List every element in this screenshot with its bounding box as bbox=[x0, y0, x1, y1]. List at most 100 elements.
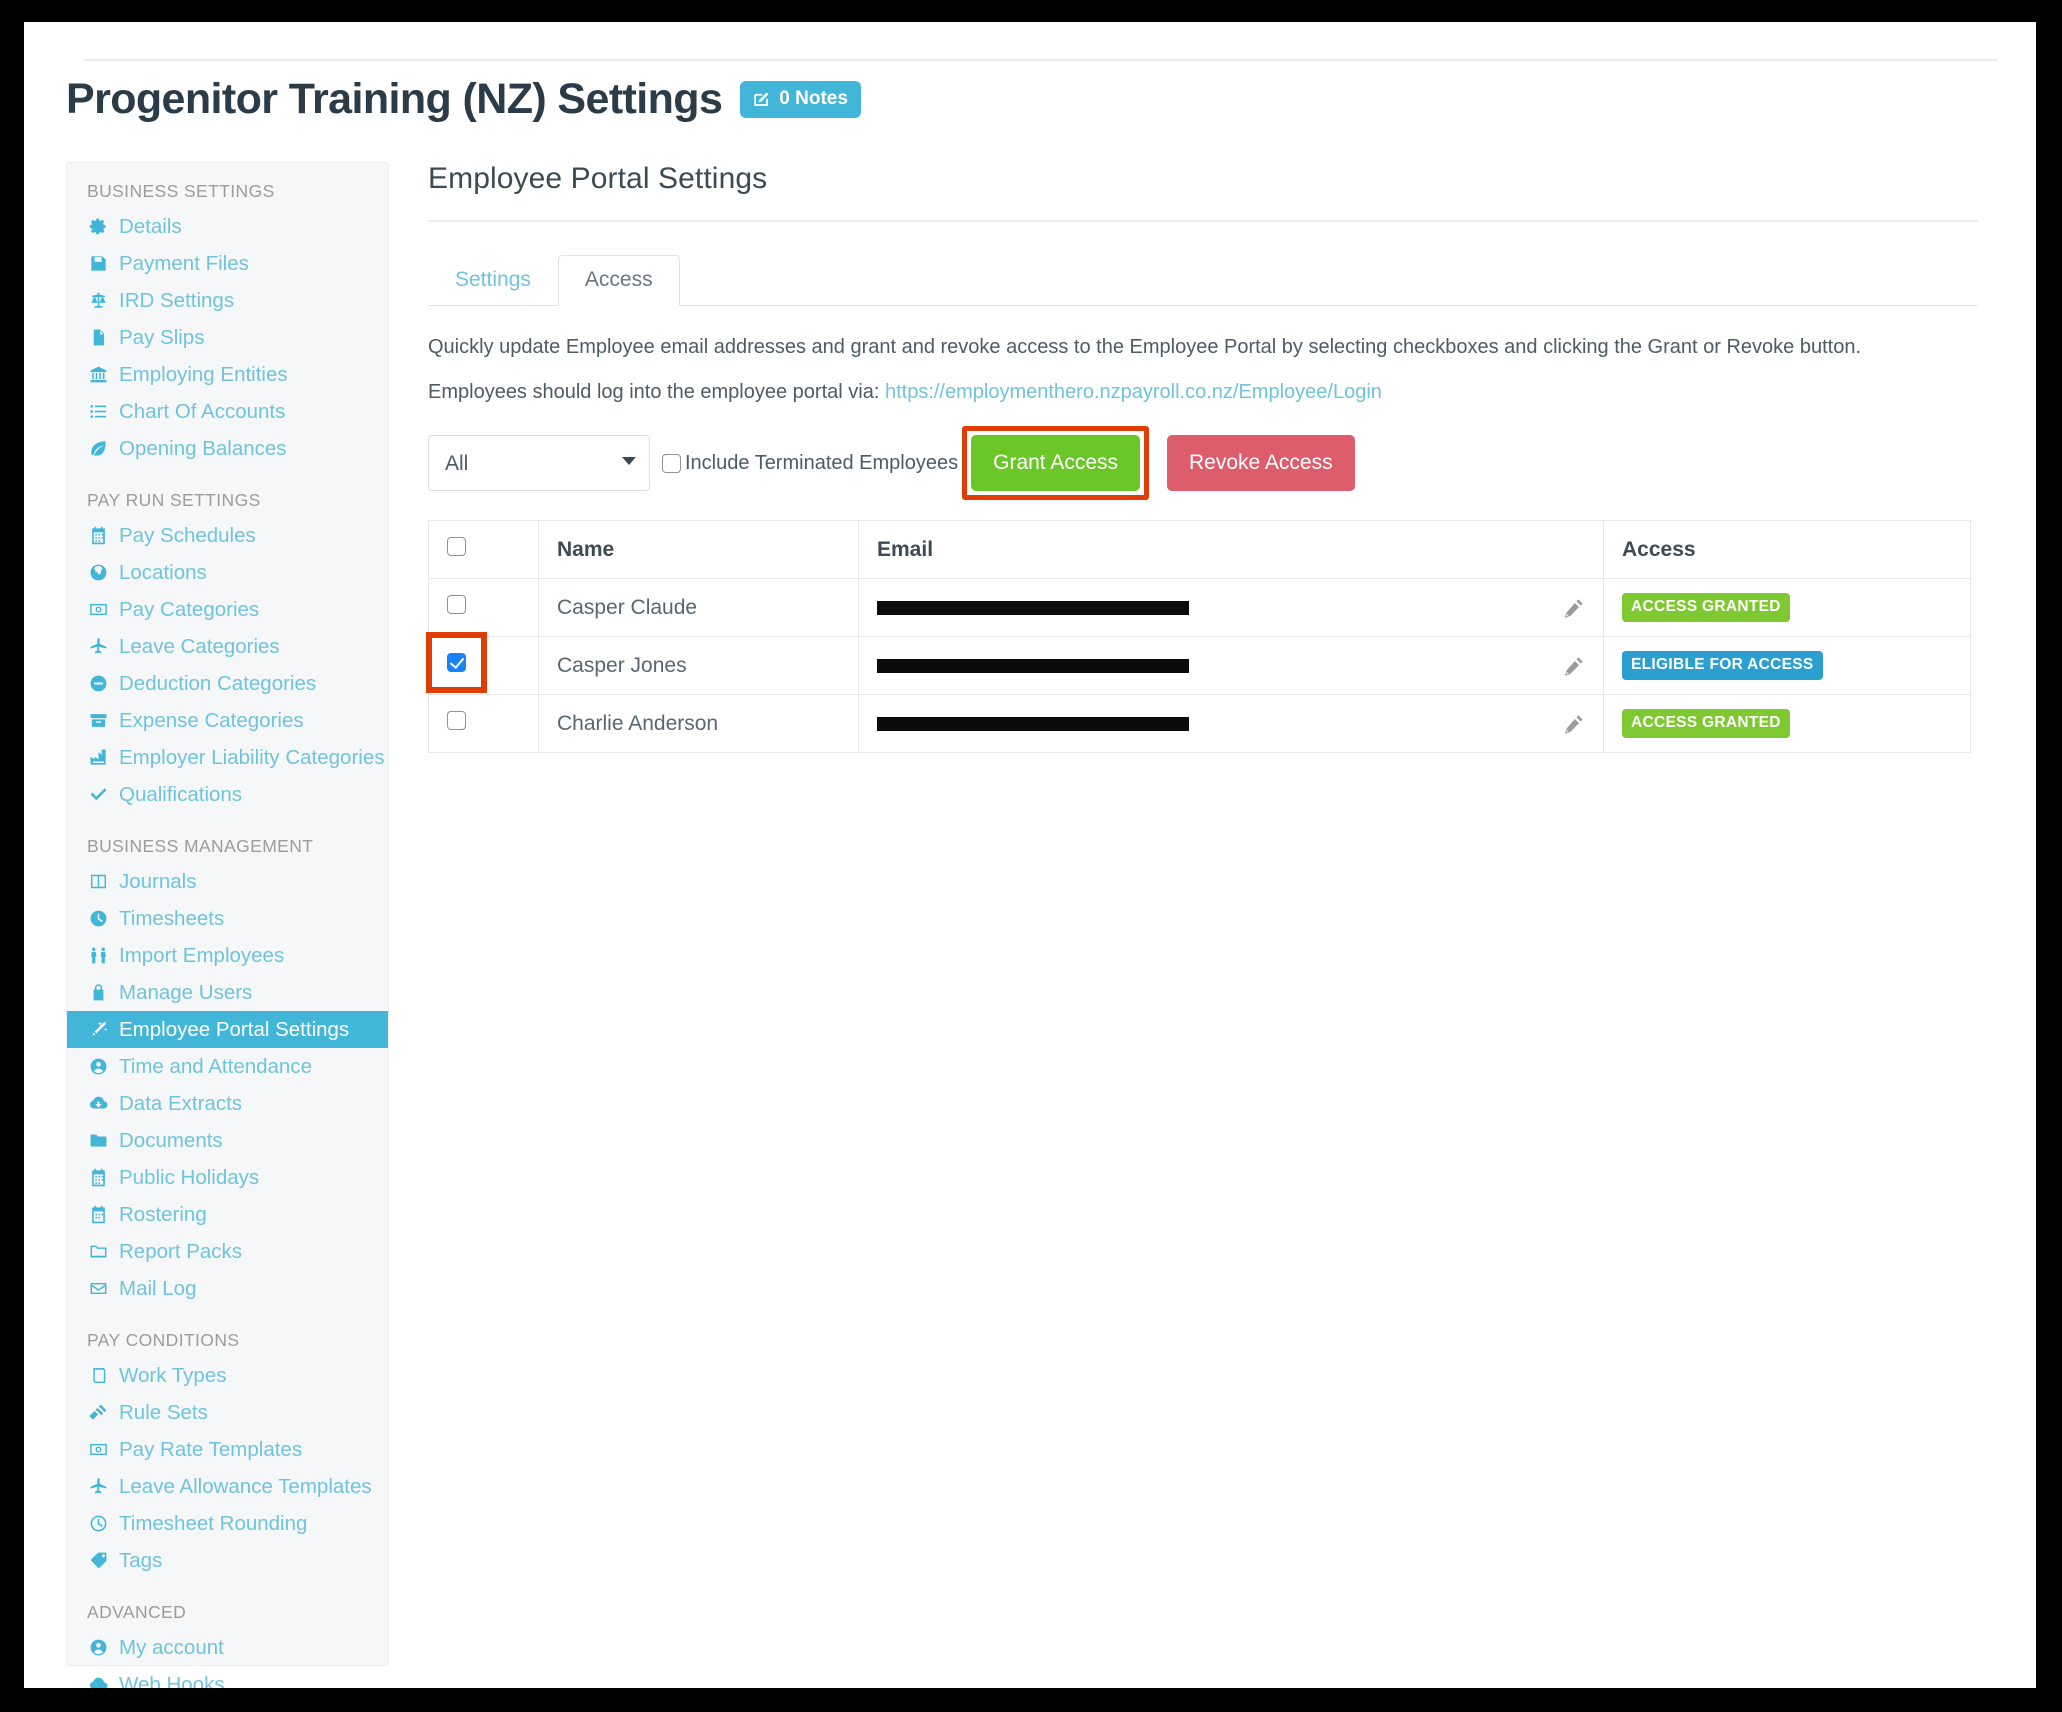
row-select-checkbox[interactable] bbox=[447, 595, 466, 614]
cloud-download-icon bbox=[87, 1094, 109, 1113]
sidebar-item-label: Deduction Categories bbox=[119, 671, 317, 695]
include-terminated-checkbox[interactable] bbox=[662, 453, 681, 473]
sidebar-item-documents[interactable]: Documents bbox=[67, 1122, 388, 1159]
access-status-cell: ACCESS GRANTED bbox=[1603, 578, 1971, 637]
employee-filter-select[interactable]: All bbox=[428, 435, 650, 491]
sidebar-item-label: Pay Rate Templates bbox=[119, 1437, 303, 1461]
sidebar-item-journals[interactable]: Journals bbox=[67, 863, 388, 900]
grant-access-highlight: Grant Access bbox=[962, 426, 1150, 500]
sidebar: BUSINESS SETTINGS Details Payment Files IRD… bbox=[66, 162, 389, 1688]
book-icon bbox=[87, 1366, 109, 1385]
sidebar-item-expense-categories[interactable]: Expense Categories bbox=[67, 702, 388, 739]
sidebar-group-title: PAY CONDITIONS bbox=[87, 1330, 240, 1350]
pencil-icon[interactable] bbox=[1563, 597, 1585, 619]
sidebar-item-deduction-categories[interactable]: Deduction Categories bbox=[67, 665, 388, 702]
minus-circle-icon bbox=[87, 674, 109, 693]
sidebar-item-time-and-attendance[interactable]: Time and Attendance bbox=[67, 1048, 388, 1085]
sidebar-item-pay-categories[interactable]: Pay Categories bbox=[67, 591, 388, 628]
sidebar-item-details[interactable]: Details bbox=[67, 208, 388, 245]
notes-badge[interactable]: 0 Notes bbox=[740, 81, 861, 118]
sidebar-item-label: Import Employees bbox=[119, 943, 285, 967]
sidebar-item-manage-users[interactable]: Manage Users bbox=[67, 974, 388, 1011]
sidebar-item-report-packs[interactable]: Report Packs bbox=[67, 1233, 388, 1270]
sidebar-group-spacer bbox=[67, 813, 388, 826]
sidebar-item-label: Qualifications bbox=[119, 782, 243, 806]
floppy-save-icon bbox=[87, 254, 109, 273]
sidebar-item-label: Manage Users bbox=[119, 980, 253, 1004]
folder-outline-icon bbox=[87, 1242, 109, 1261]
check-icon bbox=[87, 785, 109, 804]
sidebar-item-label: Web Hooks bbox=[119, 1672, 225, 1689]
columns-icon bbox=[87, 872, 109, 891]
header-divider bbox=[84, 59, 1997, 61]
sidebar-item-pay-schedules[interactable]: Pay Schedules bbox=[67, 517, 388, 554]
sidebar-item-label: Public Holidays bbox=[119, 1165, 260, 1189]
sidebar-item-employing-entities[interactable]: Employing Entities bbox=[67, 356, 388, 393]
sidebar-item-data-extracts[interactable]: Data Extracts bbox=[67, 1085, 388, 1122]
sidebar-item-label: Leave Allowance Templates bbox=[119, 1474, 372, 1498]
page-header: Progenitor Training (NZ) Settings 0 Note… bbox=[66, 78, 861, 121]
sidebar-item-qualifications[interactable]: Qualifications bbox=[67, 776, 388, 813]
sidebar-item-payment-files[interactable]: Payment Files bbox=[67, 245, 388, 282]
include-terminated-label[interactable]: Include Terminated Employees bbox=[662, 452, 958, 475]
sidebar-item-chart-of-accounts[interactable]: Chart Of Accounts bbox=[67, 393, 388, 430]
grant-access-button[interactable]: Grant Access bbox=[971, 435, 1141, 491]
sidebar-item-public-holidays[interactable]: Public Holidays bbox=[67, 1159, 388, 1196]
magic-wand-icon bbox=[87, 1020, 109, 1039]
sidebar-item-label: Locations bbox=[119, 560, 207, 584]
sidebar-item-web-hooks[interactable]: Web Hooks bbox=[67, 1666, 388, 1688]
portal-login-link[interactable]: https://employmenthero.nzpayroll.co.nz/E… bbox=[884, 381, 1382, 403]
sidebar-item-label: Journals bbox=[119, 869, 197, 893]
access-status-cell: ELIGIBLE FOR ACCESS bbox=[1603, 636, 1971, 695]
sidebar-item-label: Documents bbox=[119, 1128, 223, 1152]
sidebar-group-title: BUSINESS MANAGEMENT bbox=[87, 836, 314, 856]
sidebar-item-label: Pay Slips bbox=[119, 325, 205, 349]
sidebar-item-timesheet-rounding[interactable]: Timesheet Rounding bbox=[67, 1505, 388, 1542]
sidebar-item-leave-allowance-templates[interactable]: Leave Allowance Templates bbox=[67, 1468, 388, 1505]
sidebar-item-label: Time and Attendance bbox=[119, 1054, 312, 1078]
sidebar-item-mail-log[interactable]: Mail Log bbox=[67, 1270, 388, 1307]
sidebar-item-opening-balances[interactable]: Opening Balances bbox=[67, 430, 388, 467]
archive-box-icon bbox=[87, 711, 109, 730]
sidebar-item-label: Opening Balances bbox=[119, 436, 287, 460]
sidebar-item-label: Pay Schedules bbox=[119, 523, 256, 547]
sidebar-item-timesheets[interactable]: Timesheets bbox=[67, 900, 388, 937]
employee-email-cell bbox=[858, 694, 1604, 753]
sidebar-item-label: Tags bbox=[119, 1548, 163, 1572]
sidebar-item-employee-portal-settings[interactable]: Employee Portal Settings bbox=[67, 1011, 388, 1048]
gavel-icon bbox=[87, 1403, 109, 1422]
sidebar-item-import-employees[interactable]: Import Employees bbox=[67, 937, 388, 974]
sidebar-item-leave-categories[interactable]: Leave Categories bbox=[67, 628, 388, 665]
sidebar-item-my-account[interactable]: My account bbox=[67, 1629, 388, 1666]
sidebar-item-ird-settings[interactable]: IRD Settings bbox=[67, 282, 388, 319]
include-terminated-text: Include Terminated Employees bbox=[685, 451, 959, 474]
sidebar-item-employer-liability-categories[interactable]: Employer Liability Categories bbox=[67, 739, 388, 776]
employee-name-cell: Charlie Anderson bbox=[538, 694, 859, 753]
balance-scale-icon bbox=[87, 291, 109, 310]
sidebar-item-pay-slips[interactable]: Pay Slips bbox=[67, 319, 388, 356]
sidebar-group-title: PAY RUN SETTINGS bbox=[87, 490, 261, 510]
factory-icon bbox=[87, 748, 109, 767]
sidebar-item-tags[interactable]: Tags bbox=[67, 1542, 388, 1579]
select-all-checkbox[interactable] bbox=[447, 537, 466, 556]
tab-access[interactable]: Access bbox=[557, 255, 680, 306]
pencil-icon[interactable] bbox=[1563, 655, 1585, 677]
sidebar-item-rule-sets[interactable]: Rule Sets bbox=[67, 1394, 388, 1431]
revoke-access-button[interactable]: Revoke Access bbox=[1167, 435, 1355, 491]
pencil-icon[interactable] bbox=[1563, 713, 1585, 735]
sidebar-group-title: BUSINESS SETTINGS bbox=[87, 181, 275, 201]
money-bill-icon bbox=[87, 1440, 109, 1459]
tab-settings[interactable]: Settings bbox=[455, 268, 531, 291]
table-row: Charlie Anderson ACCESS GRANTED bbox=[428, 694, 1971, 753]
row-select-checkbox[interactable] bbox=[447, 711, 466, 730]
sidebar-item-locations[interactable]: Locations bbox=[67, 554, 388, 591]
row-select-checkbox[interactable] bbox=[447, 653, 466, 672]
plane-icon bbox=[87, 1477, 109, 1496]
employee-email-cell bbox=[858, 636, 1604, 695]
sidebar-item-label: Rostering bbox=[119, 1202, 207, 1226]
sidebar-item-pay-rate-templates[interactable]: Pay Rate Templates bbox=[67, 1431, 388, 1468]
sidebar-item-label: Report Packs bbox=[119, 1239, 243, 1263]
sidebar-item-rostering[interactable]: Rostering bbox=[67, 1196, 388, 1233]
column-header-email: Email bbox=[858, 520, 1604, 579]
sidebar-item-work-types[interactable]: Work Types bbox=[67, 1357, 388, 1394]
